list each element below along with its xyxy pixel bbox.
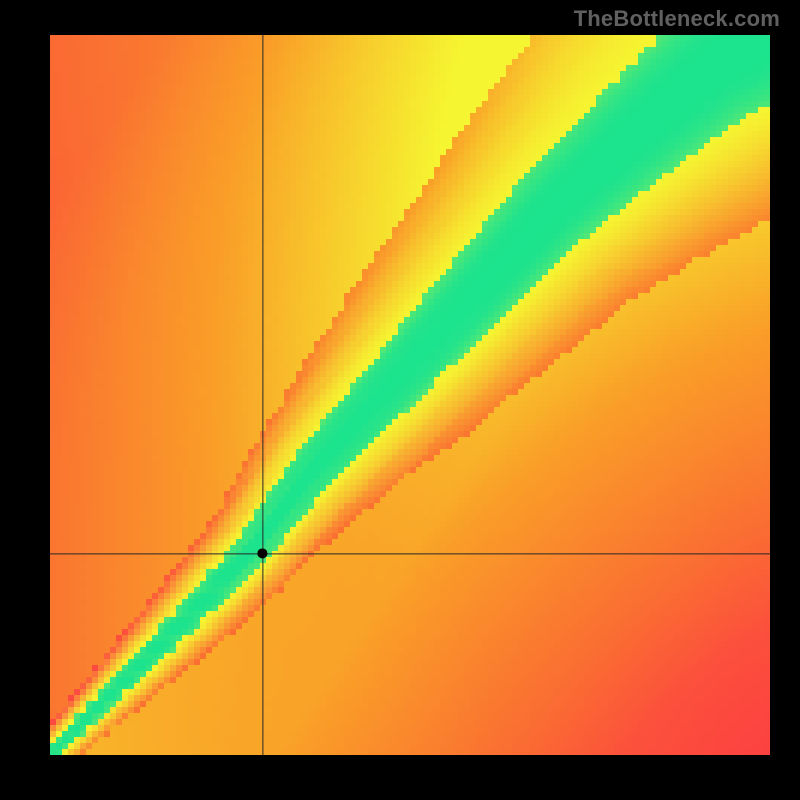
chart-container: TheBottleneck.com bbox=[0, 0, 800, 800]
watermark-text: TheBottleneck.com bbox=[574, 6, 780, 32]
bottleneck-heatmap bbox=[0, 0, 800, 800]
